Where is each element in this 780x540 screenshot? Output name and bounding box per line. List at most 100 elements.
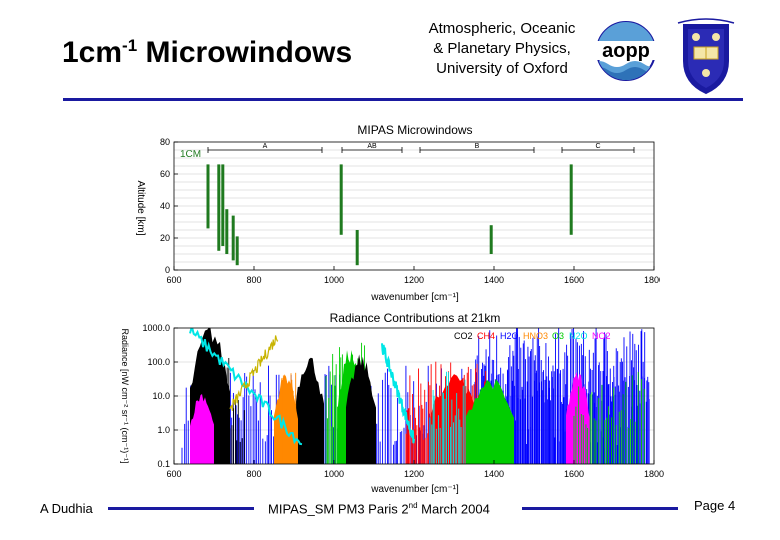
spectrum-CO2-lobe2 [346, 354, 376, 464]
author-name: A Dudhia [40, 501, 93, 516]
chart1-x-tick-label: 1200 [404, 275, 424, 285]
spectrum-O3-band2 [466, 379, 514, 464]
band-label: C [595, 143, 600, 150]
meeting-date: March 2004 [417, 501, 490, 517]
spectrum-CO2 [213, 348, 245, 464]
chart1-annotation: 1CM [180, 149, 201, 160]
legend-ch4: CH4 [477, 331, 495, 341]
band-label: AB [367, 143, 377, 150]
microwindow-bar [355, 230, 359, 266]
meeting-info: MIPAS_SM PM3 Paris 2nd March 2004 [268, 501, 490, 516]
chart2-y-tick-label: 1000.0 [142, 323, 170, 333]
chart1-band-C: C [561, 143, 635, 153]
oxford-crest-logo [677, 18, 735, 95]
microwindow-bar [569, 164, 573, 235]
chart2-x-tick-label: 1000 [324, 469, 344, 479]
chart1-y-tick-label: 80 [160, 137, 170, 147]
spectrum-NO2-band2 [190, 394, 214, 464]
chart2-spectra [181, 328, 650, 464]
chart1-y-tick-label: 60 [160, 169, 170, 179]
spectrum-CO2-lobe1 [294, 357, 324, 464]
chart2-y-ticks: 0.1 1.0 10.0 100.0 1000.0 [142, 323, 178, 469]
microwindow-bar [489, 225, 493, 254]
meeting-text: MIPAS_SM PM3 Paris 2 [268, 501, 409, 517]
chart2-ylabel: Radiance [nW cm⁻² sr⁻¹ (cm⁻¹)⁻¹] [120, 328, 130, 463]
affiliation: Atmospheric, Oceanic & Planetary Physics… [398, 19, 606, 79]
affiliation-line-3: University of Oxford [436, 60, 568, 77]
spectrum-extra-yellow [229, 335, 279, 411]
chart1-title: MIPAS Microwindows [357, 123, 472, 137]
spectrum-curve [189, 328, 303, 446]
spectrum-band-fill [466, 379, 514, 464]
footer-rule-right [522, 507, 678, 510]
spectrum-HNO3 [277, 372, 297, 464]
spectrum-O3-far [573, 371, 645, 464]
legend-o3: O3 [552, 331, 564, 341]
page-number: Page 4 [694, 498, 736, 513]
chart2-x-tick-label: 1200 [404, 469, 424, 479]
chart1-x-tick-label: 1000 [324, 275, 344, 285]
microwindow-bar [235, 236, 239, 266]
legend-n2o: N2O [569, 331, 588, 341]
chart1-x-tick-label: 1800 [644, 275, 660, 285]
spectrum-band-fill [346, 354, 376, 464]
spectrum-band-fill [190, 394, 214, 464]
spectrum-N2O-wing2 [381, 343, 415, 444]
band-label: A [263, 143, 268, 150]
microwindow-bar [206, 164, 210, 229]
chart2-x-ticks: 600 800 1000 1200 1400 1600 1800 [166, 460, 664, 479]
microwindow-bar [225, 209, 229, 254]
chart2-y-tick-label: 1.0 [157, 425, 170, 435]
chart1-band-AB: AB [341, 143, 403, 153]
band-label: B [475, 143, 480, 150]
microwindow-bar [231, 215, 235, 261]
microwindow-bar [217, 164, 221, 251]
chart1-ylabel: Altitude [km] [135, 180, 146, 235]
legend-h2o: H2O [500, 331, 519, 341]
chart1-grid [174, 149, 654, 263]
chart1-xlabel: wavenumber [cm⁻¹] [370, 292, 459, 303]
header-rule [63, 98, 743, 101]
legend-hno3: HNO3 [523, 331, 548, 341]
chart2-x-tick-label: 1400 [484, 469, 504, 479]
chart2-x-tick-label: 600 [166, 469, 181, 479]
chart2-xlabel: wavenumber [cm⁻¹] [370, 484, 459, 495]
spectrum-band-fill [566, 371, 590, 464]
chart2-y-tick-label: 100.0 [147, 357, 170, 367]
chart1-bars [206, 164, 573, 266]
affiliation-line-1: Atmospheric, Oceanic [428, 20, 576, 37]
microwindows-chart: MIPAS Microwindows Altitude [km] wavenum… [135, 123, 660, 303]
chart2-x-tick-label: 800 [246, 469, 261, 479]
chart2-y-tick-label: 0.1 [157, 459, 170, 469]
chart1-band-A: A [207, 143, 323, 153]
chart1-y-tick-label: 0 [165, 265, 170, 275]
aopp-logo-text: aopp [602, 40, 650, 62]
spectrum-band-fill [294, 357, 324, 464]
chart2-legend: CO2 CH4 H2O HNO3 O3 N2O NO2 [454, 331, 611, 341]
chart1-x-tick-label: 1400 [484, 275, 504, 285]
chart1-band-B: B [419, 143, 535, 153]
legend-co2: CO2 [454, 331, 473, 341]
spectrum-N2O-wing [189, 328, 303, 446]
chart1-x-tick-label: 800 [246, 275, 261, 285]
chart1-x-ticks: 600 800 1000 1200 1400 1600 1800 [166, 266, 660, 285]
chart2-x-tick-label: 1600 [564, 469, 584, 479]
slide-title: 1cm-1 Microwindows [62, 36, 352, 70]
title-superscript: -1 [122, 36, 138, 55]
chart1-y-tick-label: 40 [160, 201, 170, 211]
meeting-ordinal: nd [408, 501, 418, 510]
chart2-y-tick-label: 10.0 [152, 391, 170, 401]
radiance-chart: Radiance Contributions at 21km Radiance … [120, 311, 664, 495]
spectrum-curve [381, 343, 415, 444]
aopp-logo: aopp [594, 21, 658, 81]
spectrum-N2O [429, 371, 466, 464]
spectrum-NO2-band [566, 371, 590, 464]
footer-rule-left [108, 507, 254, 510]
affiliation-line-2: & Planetary Physics, [433, 40, 571, 57]
microwindow-bar [221, 164, 225, 246]
chart1-x-tick-label: 600 [166, 275, 181, 285]
chart1-y-ticks: 0 20 40 60 80 [160, 137, 178, 275]
chart1-y-tick-label: 20 [160, 233, 170, 243]
title-main: 1cm [62, 36, 123, 69]
microwindow-bar [339, 164, 343, 235]
